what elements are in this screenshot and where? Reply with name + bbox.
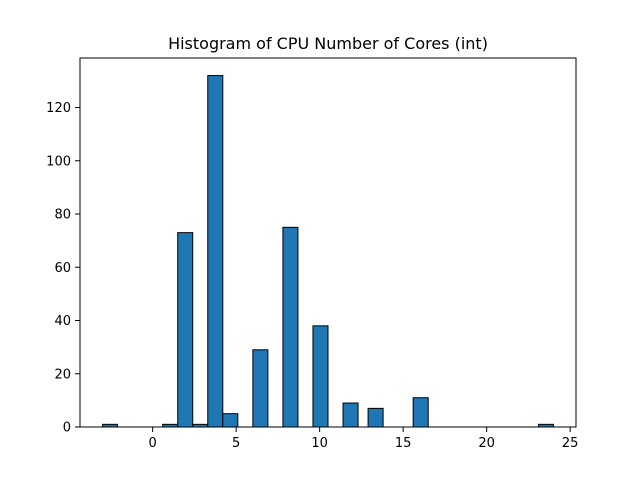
y-axis: 0 20 40 60 80 100 120	[46, 101, 80, 436]
histogram-bar	[177, 232, 194, 428]
y-tick-label: 20	[54, 367, 71, 382]
y-tick-label: 120	[46, 101, 71, 116]
y-tick-label: 80	[54, 208, 71, 223]
x-tick-label: 0	[149, 436, 157, 451]
y-tick-label: 60	[54, 261, 71, 276]
histogram-bar	[207, 75, 224, 428]
x-axis: 0 5 10 15 20 25	[149, 427, 579, 451]
chart-title: Histogram of CPU Number of Cores (int)	[168, 34, 488, 53]
histogram-bar	[312, 325, 329, 428]
plot-frame	[79, 57, 577, 428]
histogram-bar	[367, 407, 384, 428]
y-tick-label: 0	[63, 421, 71, 436]
x-tick-label: 25	[562, 436, 579, 451]
histogram-bar	[252, 349, 269, 428]
bars-group	[102, 75, 554, 428]
x-tick-label: 10	[311, 436, 328, 451]
x-tick-label: 20	[478, 436, 495, 451]
histogram-bar	[412, 397, 429, 428]
histogram-bar	[342, 402, 359, 428]
y-tick-label: 40	[54, 314, 71, 329]
x-tick-label: 15	[395, 436, 412, 451]
y-tick-label: 100	[46, 154, 71, 169]
x-tick-label: 5	[232, 436, 240, 451]
histogram-bar	[222, 413, 239, 428]
histogram-bar	[282, 226, 299, 428]
